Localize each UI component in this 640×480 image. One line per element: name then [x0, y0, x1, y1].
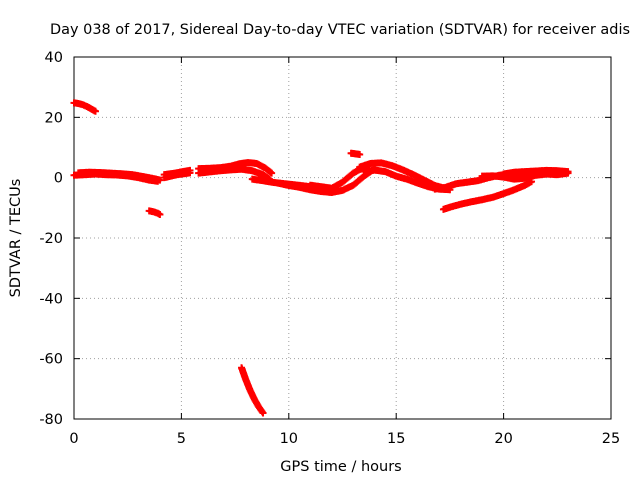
data-point: [356, 150, 364, 158]
x-tick-label: 20: [494, 431, 512, 447]
grid: [74, 57, 611, 419]
series-arc-06: [160, 166, 194, 179]
y-tick-label: 20: [45, 110, 63, 126]
x-tick-label: 5: [177, 431, 186, 447]
x-tick-label: 10: [280, 431, 298, 447]
series-arc-04: [145, 207, 164, 218]
data-point: [564, 168, 572, 176]
y-tick-label: 0: [54, 171, 63, 187]
y-tick-label: -20: [39, 231, 63, 247]
series-arc-09: [238, 364, 267, 417]
x-tick-label: 25: [602, 431, 620, 447]
series-arc-19: [500, 166, 572, 178]
y-tick-label: -80: [39, 412, 63, 428]
data-point: [268, 169, 276, 177]
y-tick-label: -40: [39, 291, 63, 307]
y-tick-label: 40: [45, 50, 63, 66]
tick-labels: 0 5 10 15 20 25 -80 -60 -40 -20 0 20 40: [39, 50, 620, 447]
x-axis-label: GPS time / hours: [280, 459, 401, 475]
data-point: [91, 107, 99, 115]
series-arc-08: [195, 159, 276, 177]
series-arc-03: [74, 168, 164, 184]
series-arc-13: [347, 149, 364, 158]
chart-title: Day 038 of 2017, Sidereal Day-to-day VTE…: [50, 22, 630, 38]
y-tick-label: -60: [39, 352, 63, 368]
data-point: [259, 409, 267, 417]
data-point: [156, 176, 164, 184]
series-arc-01: [70, 99, 99, 115]
data-point: [156, 210, 164, 218]
axes: [73, 56, 612, 420]
series-arc-17: [439, 178, 536, 213]
data-point: [186, 166, 194, 174]
data-points: [70, 99, 572, 417]
x-tick-label: 0: [69, 431, 78, 447]
y-axis-label: SDTVAR / TECUs: [8, 179, 24, 298]
x-tick-label: 15: [387, 431, 405, 447]
